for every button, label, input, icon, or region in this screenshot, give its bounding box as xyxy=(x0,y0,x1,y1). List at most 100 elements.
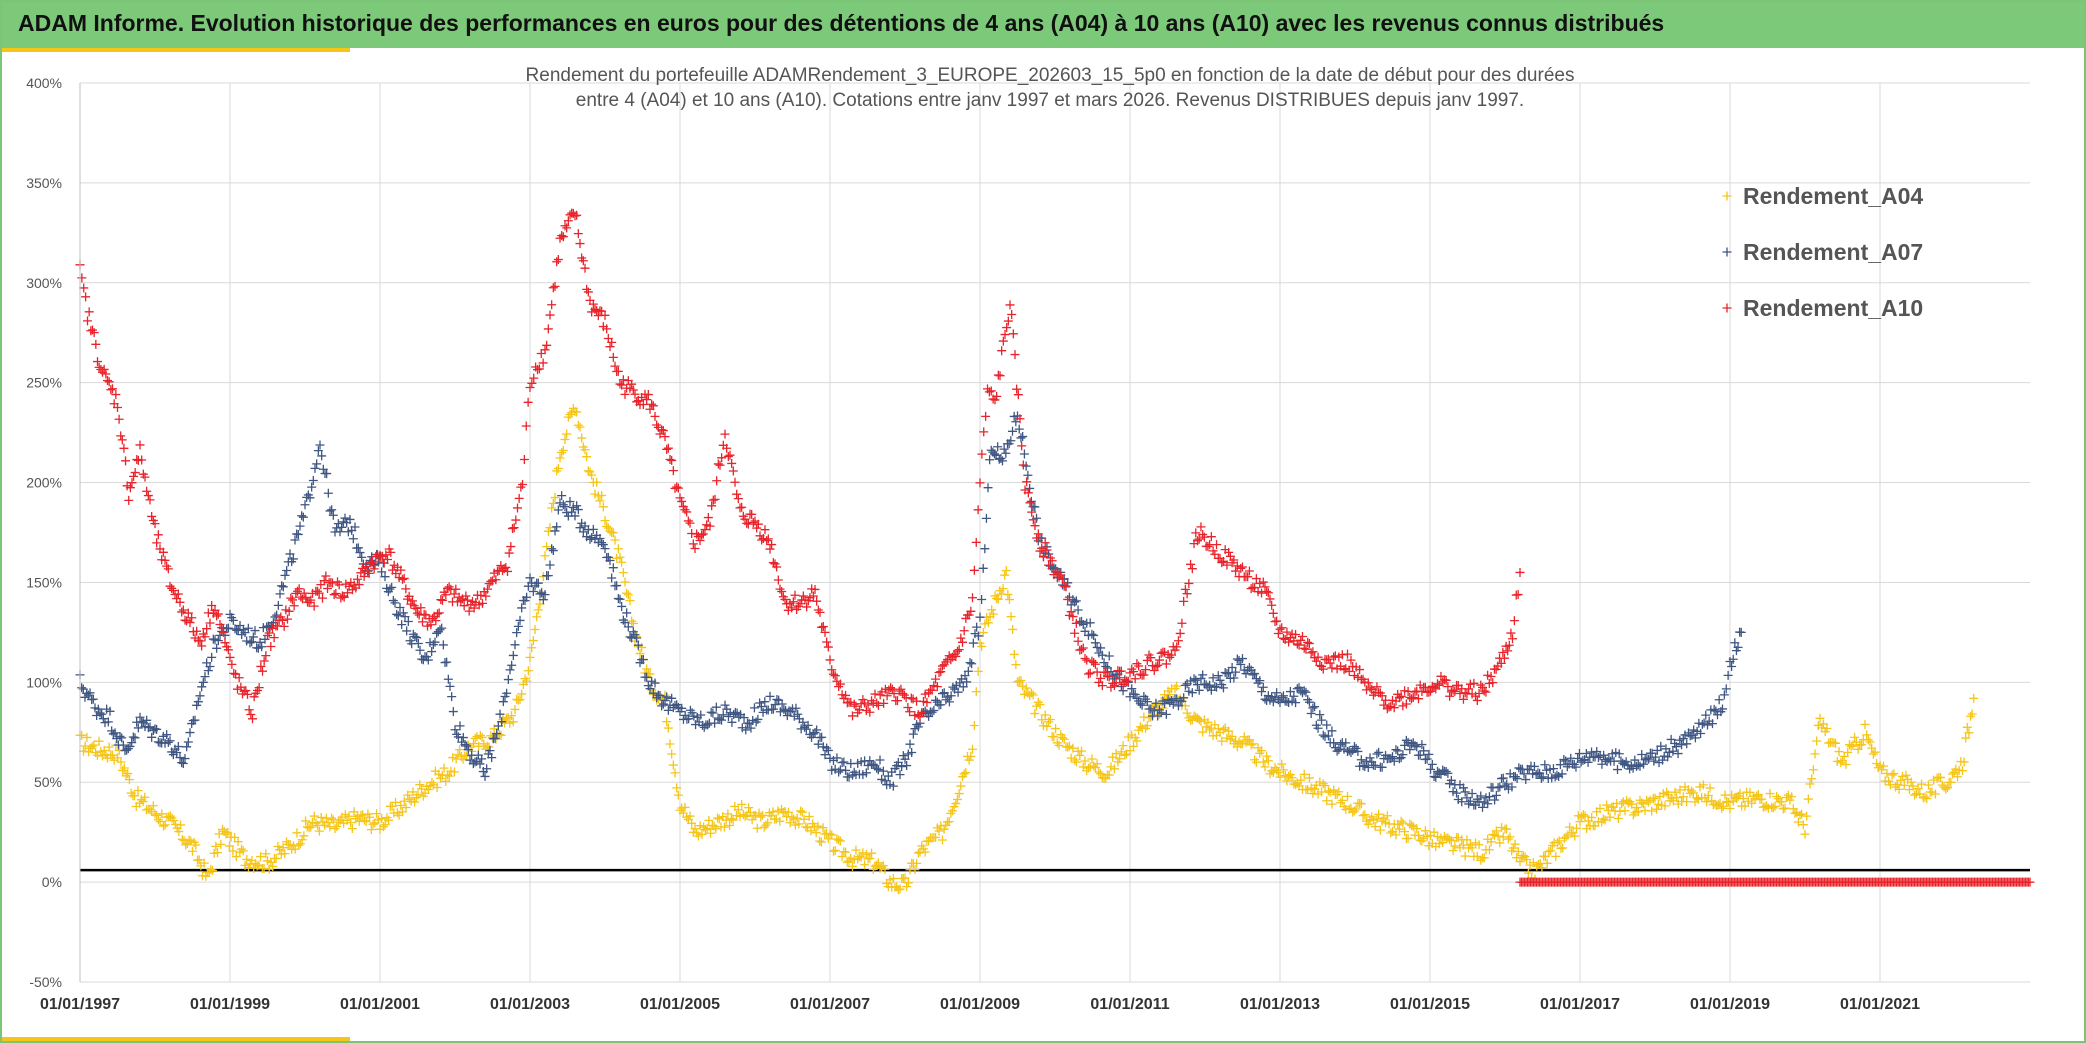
data-point xyxy=(657,701,667,711)
data-point xyxy=(288,595,297,605)
data-point xyxy=(1499,653,1509,663)
data-point xyxy=(1770,801,1780,811)
data-point xyxy=(742,518,752,528)
data-point xyxy=(1277,623,1287,633)
data-point xyxy=(830,845,840,855)
data-point xyxy=(1308,647,1318,657)
data-point xyxy=(82,732,92,742)
data-point xyxy=(1846,741,1856,751)
data-point xyxy=(474,741,484,751)
data-point xyxy=(1723,797,1733,807)
data-point xyxy=(959,769,969,779)
data-point xyxy=(1327,663,1337,673)
data-point xyxy=(113,403,122,413)
data-point xyxy=(317,451,327,461)
data-point xyxy=(752,523,762,533)
data-point xyxy=(1372,682,1382,692)
data-point xyxy=(834,835,844,845)
data-point xyxy=(1593,752,1603,762)
data-point xyxy=(1922,794,1932,804)
data-point xyxy=(816,837,826,847)
data-point xyxy=(595,534,605,544)
data-point xyxy=(301,592,311,602)
data-point xyxy=(1878,761,1888,771)
data-point xyxy=(175,753,185,763)
data-point xyxy=(613,366,623,376)
data-point xyxy=(108,384,117,394)
data-point xyxy=(1448,685,1458,695)
data-point xyxy=(986,386,996,396)
data-point xyxy=(1008,624,1018,634)
data-point xyxy=(1865,737,1875,747)
data-point xyxy=(1389,756,1399,766)
data-point xyxy=(1097,650,1107,660)
data-point xyxy=(319,576,329,586)
data-point xyxy=(329,590,339,600)
data-point xyxy=(1298,632,1307,642)
data-point xyxy=(533,578,543,588)
data-point xyxy=(433,609,442,619)
data-point xyxy=(91,339,101,349)
data-point xyxy=(415,645,425,655)
x-tick-label: 01/01/2007 xyxy=(790,996,870,1013)
data-point xyxy=(178,605,188,615)
data-point xyxy=(327,813,337,823)
data-point xyxy=(545,523,555,533)
data-point xyxy=(888,874,898,884)
data-point xyxy=(730,477,740,487)
data-point xyxy=(595,496,605,506)
legend-entry: Rendement_A04 xyxy=(1722,183,1923,209)
data-point xyxy=(813,739,823,749)
data-point xyxy=(1486,671,1496,681)
data-point xyxy=(88,694,98,704)
data-point xyxy=(252,861,262,871)
data-point xyxy=(1908,781,1918,791)
data-point xyxy=(682,507,692,517)
data-point xyxy=(195,636,205,646)
data-point xyxy=(605,342,615,352)
data-point xyxy=(318,593,327,603)
data-point xyxy=(1953,772,1962,782)
data-point xyxy=(979,427,989,437)
data-point xyxy=(438,640,448,650)
data-point xyxy=(143,491,153,501)
data-point xyxy=(343,588,352,598)
data-point xyxy=(1022,477,1032,487)
y-tick-label: 250% xyxy=(26,375,62,391)
data-point xyxy=(718,710,728,720)
data-point xyxy=(1104,770,1114,780)
data-point xyxy=(1642,753,1652,763)
data-point xyxy=(1508,634,1517,644)
data-point xyxy=(1291,698,1301,708)
data-point xyxy=(534,364,544,374)
data-point xyxy=(1008,329,1018,339)
data-point xyxy=(337,522,347,532)
data-point xyxy=(410,797,420,807)
data-point xyxy=(879,698,889,708)
data-point xyxy=(218,824,227,834)
data-point xyxy=(1349,742,1359,752)
data-point xyxy=(1558,843,1568,853)
data-point xyxy=(533,365,542,375)
data-point xyxy=(514,493,524,503)
data-point xyxy=(1096,769,1106,779)
data-point xyxy=(663,723,673,733)
data-point xyxy=(328,510,338,520)
data-point xyxy=(1474,840,1484,850)
data-point xyxy=(1026,688,1036,698)
data-point xyxy=(620,577,630,587)
legend-label: Rendement_A04 xyxy=(1743,183,1923,209)
data-point xyxy=(1141,665,1151,675)
data-point xyxy=(507,660,517,670)
data-point xyxy=(1250,669,1260,679)
data-point xyxy=(988,609,998,619)
data-point xyxy=(1082,655,1092,665)
data-point xyxy=(758,810,767,820)
data-point xyxy=(700,825,710,835)
data-point xyxy=(552,522,562,532)
data-point xyxy=(645,684,655,694)
data-point xyxy=(1768,803,1778,813)
data-point xyxy=(797,807,807,817)
data-point xyxy=(1484,792,1494,802)
data-point xyxy=(393,611,403,621)
